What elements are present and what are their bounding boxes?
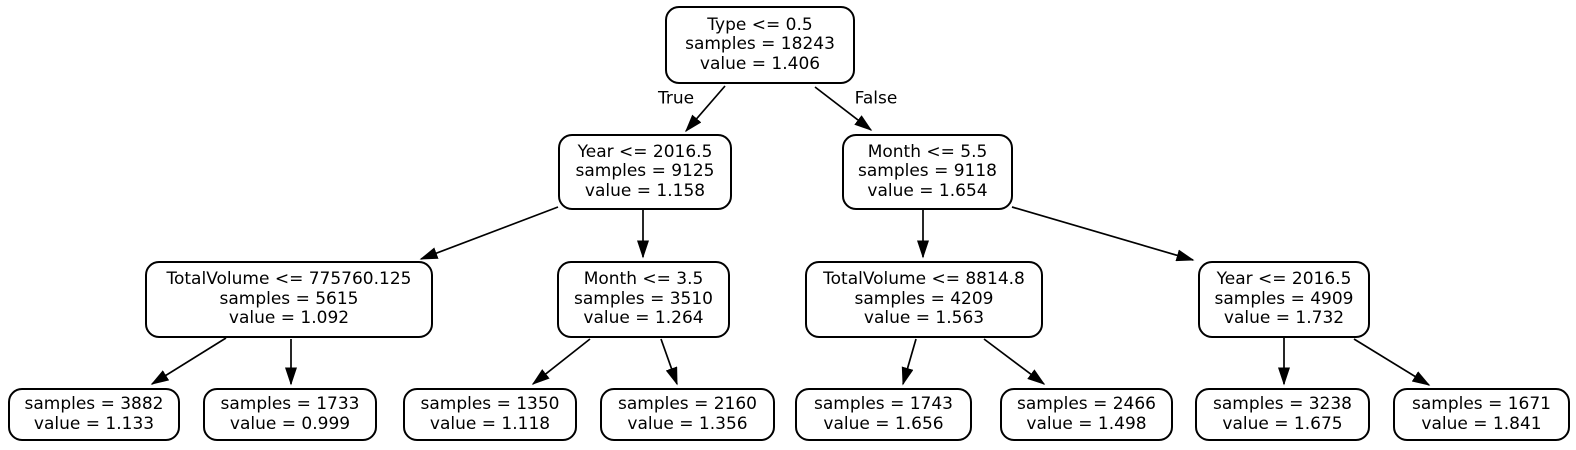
tree-node-n6-internal: Year <= 2016.5 samples = 4909 value = 1.73… [1198,261,1370,338]
tree-node-n1-internal: Year <= 2016.5 samples = 9125 value = 1.15… [558,134,732,210]
node-value: value = 1.406 [699,53,821,74]
edge-n6-n14 [1353,338,1431,386]
node-samples: samples = 1733 [220,394,360,414]
edge-n0-n1 [685,85,726,133]
tree-node-n7-leaf: samples = 3882 value = 1.133 [8,388,180,441]
node-samples: samples = 3510 [574,288,713,309]
node-samples: samples = 9125 [575,161,715,182]
node-value: value = 1.356 [627,413,748,434]
node-value: value = 1.158 [584,180,706,201]
tree-node-n8-leaf: samples = 1733 value = 0.999 [203,388,377,441]
tree-node-n11-leaf: samples = 1743 value = 1.656 [795,388,972,441]
node-samples: samples = 4909 [1214,288,1354,309]
node-samples: samples = 2160 [618,394,757,414]
node-condition: Month <= 3.5 [583,269,704,290]
node-value: value = 0.999 [229,413,351,434]
edge-n0-n2 [814,86,873,131]
node-condition: Year <= 2016.5 [577,141,713,162]
tree-node-n12-leaf: samples = 2466 value = 1.498 [1000,388,1173,441]
node-value: value = 1.498 [1026,413,1147,434]
edge-n5-n12 [983,338,1046,385]
edge-n5-n11 [901,338,917,386]
node-samples: samples = 1743 [814,394,953,414]
edge-label-false: False [854,88,898,109]
node-condition: TotalVolume <= 775760.125 [166,269,412,290]
node-value: value = 1.118 [429,413,551,434]
node-samples: samples = 2466 [1017,394,1156,414]
node-samples: samples = 5615 [219,288,359,309]
node-condition: Year <= 2016.5 [1216,269,1352,290]
node-samples: samples = 3238 [1213,394,1352,414]
tree-node-n9-leaf: samples = 1350 value = 1.118 [403,388,577,441]
edge-label-true: True [657,88,695,109]
node-value: value = 1.675 [1222,413,1343,434]
node-value: value = 1.133 [33,413,155,434]
node-value: value = 1.656 [823,413,944,434]
tree-node-n14-leaf: samples = 1671 value = 1.841 [1393,388,1570,441]
node-samples: samples = 3882 [24,394,164,414]
node-value: value = 1.264 [583,308,704,329]
node-value: value = 1.841 [1421,413,1542,434]
node-condition: Type <= 0.5 [707,14,813,35]
edge-n2-n6 [1011,206,1195,262]
edge-n3-n7 [150,337,227,385]
tree-node-n0-root: Type <= 0.5 samples = 18243 value = 1.406 [665,6,855,84]
node-condition: Month <= 5.5 [867,141,988,162]
tree-node-n2-internal: Month <= 5.5 samples = 9118 value = 1.654 [842,134,1013,210]
node-value: value = 1.732 [1223,308,1345,329]
tree-node-n13-leaf: samples = 3238 value = 1.675 [1195,388,1370,441]
node-samples: samples = 1350 [420,394,560,414]
tree-node-n10-leaf: samples = 2160 value = 1.356 [600,388,775,441]
edge-n1-n3 [419,206,559,260]
node-value: value = 1.654 [867,180,988,201]
node-samples: samples = 4209 [854,288,994,309]
node-value: value = 1.092 [228,308,350,329]
tree-node-n4-internal: Month <= 3.5 samples = 3510 value = 1.264 [557,261,730,338]
node-samples: samples = 9118 [858,161,997,182]
node-samples: samples = 18243 [685,34,835,55]
node-condition: TotalVolume <= 8814.8 [823,269,1025,290]
node-value: value = 1.563 [863,308,985,329]
node-samples: samples = 1671 [1412,394,1551,414]
edge-n4-n10 [660,338,678,386]
tree-node-n3-internal: TotalVolume <= 775760.125 samples = 5615 v… [145,261,433,338]
tree-node-n5-internal: TotalVolume <= 8814.8 samples = 4209 value… [805,261,1043,338]
edge-n4-n9 [531,338,591,385]
